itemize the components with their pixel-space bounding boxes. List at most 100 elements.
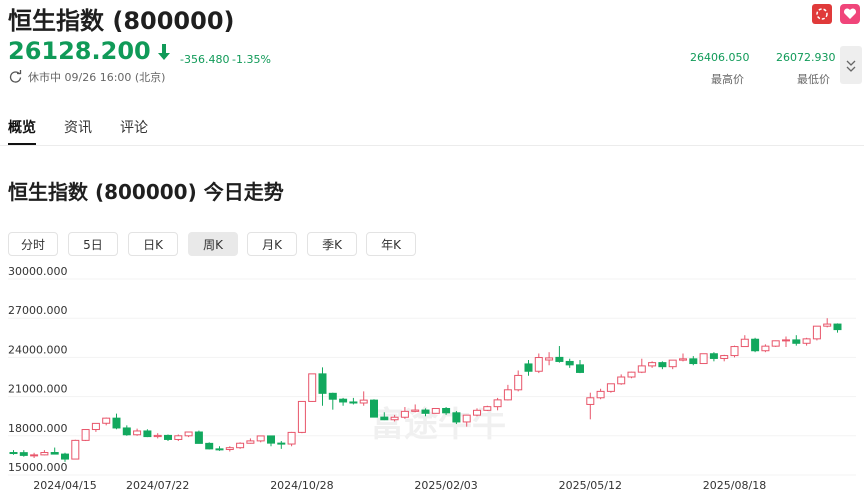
section-title: 恒生指数 (800000) 今日走势 xyxy=(8,180,284,204)
candle-body xyxy=(194,431,203,444)
candle-body xyxy=(421,409,430,414)
candle-body xyxy=(462,414,471,423)
market-status: 休市中 09/26 16:00 (北京) xyxy=(28,71,166,84)
region-flag xyxy=(812,4,832,24)
candle-body xyxy=(246,440,255,444)
candle-body xyxy=(318,373,327,394)
candle-body xyxy=(606,383,615,392)
candle-body xyxy=(411,409,420,412)
change-pct: -1.35% xyxy=(232,53,271,66)
candle-body xyxy=(225,447,234,451)
candle-body xyxy=(545,357,554,361)
candle-body xyxy=(617,376,626,385)
chart: 富途牛牛15000.00018000.00021000.00024000.000… xyxy=(8,266,856,492)
x-tick-label: 2025/05/12 xyxy=(559,479,622,492)
price: 26128.200 xyxy=(8,37,151,65)
candle-body xyxy=(473,409,481,416)
y-tick-label: 30000.000 xyxy=(8,266,68,278)
candle-body xyxy=(668,359,677,368)
refresh-icon[interactable] xyxy=(9,70,22,83)
candle-body xyxy=(431,407,440,414)
candle-body xyxy=(658,362,667,368)
candle-body xyxy=(349,401,358,404)
period-button[interactable]: 日K xyxy=(128,232,178,256)
candle-body xyxy=(297,400,306,433)
candle-body xyxy=(112,417,121,429)
candle-body xyxy=(833,323,842,331)
candle-body xyxy=(390,416,399,421)
y-tick-label: 21000.000 xyxy=(8,383,68,396)
period-button[interactable]: 分时 xyxy=(8,232,58,256)
tab[interactable]: 评论 xyxy=(120,120,148,136)
candle-body xyxy=(452,412,461,423)
y-tick-label: 24000.000 xyxy=(8,343,68,356)
candle-body xyxy=(174,435,183,440)
tab[interactable]: 概览 xyxy=(8,120,36,136)
candle-body xyxy=(503,389,512,401)
candle-body xyxy=(370,399,378,418)
candle-body xyxy=(699,353,708,365)
candle-body xyxy=(236,442,245,449)
candle-body xyxy=(50,452,59,455)
candle-body xyxy=(812,325,821,340)
candle-body xyxy=(102,417,111,424)
candle-body xyxy=(359,399,368,404)
candle-body xyxy=(648,362,657,367)
period-button[interactable]: 5日 xyxy=(68,232,118,256)
candle-body xyxy=(205,442,214,450)
candle-body xyxy=(679,358,687,361)
candle-body xyxy=(771,340,780,347)
candle-body xyxy=(823,323,832,327)
y-tick-label: 18000.000 xyxy=(8,422,68,435)
candle-body xyxy=(802,338,811,344)
candle-body xyxy=(9,452,18,455)
candle-body xyxy=(277,442,286,445)
candle-body xyxy=(287,431,296,445)
expand-button[interactable] xyxy=(840,46,862,84)
candle-body xyxy=(596,390,605,399)
y-tick-label: 15000.000 xyxy=(8,461,68,474)
candle-body xyxy=(637,365,646,373)
candle-body xyxy=(328,392,337,400)
candle-body xyxy=(493,399,502,408)
candle-body xyxy=(61,453,69,460)
candle-body xyxy=(308,373,317,402)
period-button[interactable]: 月K xyxy=(247,232,297,256)
candle-body xyxy=(534,357,543,372)
candle-body xyxy=(71,439,80,460)
candle-body xyxy=(339,398,348,403)
favorite-button[interactable] xyxy=(840,4,860,24)
candle-body xyxy=(751,338,760,352)
candle-body xyxy=(576,364,584,373)
tab[interactable]: 资讯 xyxy=(64,120,92,136)
period-button[interactable]: 季K xyxy=(307,232,357,256)
y-tick-label: 27000.000 xyxy=(8,304,68,317)
candle-body xyxy=(215,448,224,451)
candle-body xyxy=(380,416,389,421)
candle-body xyxy=(586,397,595,405)
period-button[interactable]: 周K xyxy=(188,232,238,256)
x-tick-label: 2025/08/18 xyxy=(703,479,766,492)
title: 恒生指数 (800000) xyxy=(8,7,235,35)
candle-body xyxy=(761,345,770,352)
candle-body xyxy=(442,407,451,414)
high-value: 26406.050 xyxy=(690,51,750,64)
candle-body xyxy=(524,363,533,372)
candle-body xyxy=(709,353,718,359)
candle-body xyxy=(400,410,409,418)
low-label: 最低价 xyxy=(797,73,830,86)
candle-body xyxy=(133,430,142,436)
candle-body xyxy=(689,358,698,365)
period-button[interactable]: 年K xyxy=(366,232,416,256)
candle-body xyxy=(256,435,265,442)
candle-body xyxy=(143,430,152,438)
low-value: 26072.930 xyxy=(776,51,836,64)
candle-body xyxy=(565,360,574,366)
candle-body xyxy=(740,338,749,348)
divider xyxy=(0,145,864,146)
candle-body xyxy=(40,452,49,456)
candle-body xyxy=(184,431,193,437)
candle-body xyxy=(720,355,729,359)
candle-body xyxy=(91,422,100,431)
